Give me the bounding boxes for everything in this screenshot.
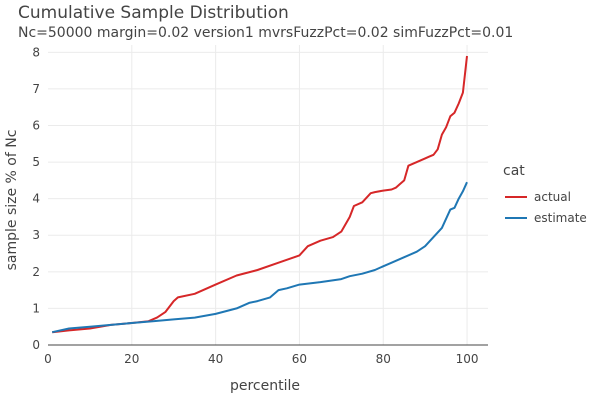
tick-labels: 0 20 40 60 80 100 0 1 2 3 4 5 6 7 8 [32, 45, 478, 366]
legend: cat actual estimate [503, 163, 587, 225]
series-line-estimate [51, 181, 468, 334]
series-lines [51, 55, 468, 334]
y-tick-label: 5 [32, 155, 40, 169]
x-tick-label: 0 [44, 352, 52, 366]
y-tick-label: 6 [32, 118, 40, 132]
y-tick-label: 8 [32, 45, 40, 59]
legend-label-estimate: estimate [534, 211, 587, 225]
y-axis-title: sample size % of Nc [4, 130, 20, 271]
x-tick-label: 40 [208, 352, 223, 366]
chart-title: Cumulative Sample Distribution [18, 3, 289, 23]
x-tick-label: 80 [376, 352, 391, 366]
x-axis-title: percentile [230, 378, 300, 394]
x-tick-label: 100 [456, 352, 479, 366]
series-line-actual [52, 55, 468, 334]
y-tick-label: 2 [32, 265, 40, 279]
x-tick-label: 60 [292, 352, 307, 366]
legend-title: cat [503, 163, 525, 179]
y-tick-label: 0 [32, 338, 40, 352]
legend-label-actual: actual [534, 190, 571, 204]
y-tick-label: 3 [32, 228, 40, 242]
y-tick-label: 7 [32, 82, 40, 96]
chart-subtitle: Nc=50000 margin=0.02 version1 mvrsFuzzPc… [18, 25, 513, 41]
x-tick-label: 20 [124, 352, 139, 366]
y-tick-label: 4 [32, 192, 40, 206]
grid [48, 45, 488, 345]
y-tick-label: 1 [32, 301, 40, 315]
